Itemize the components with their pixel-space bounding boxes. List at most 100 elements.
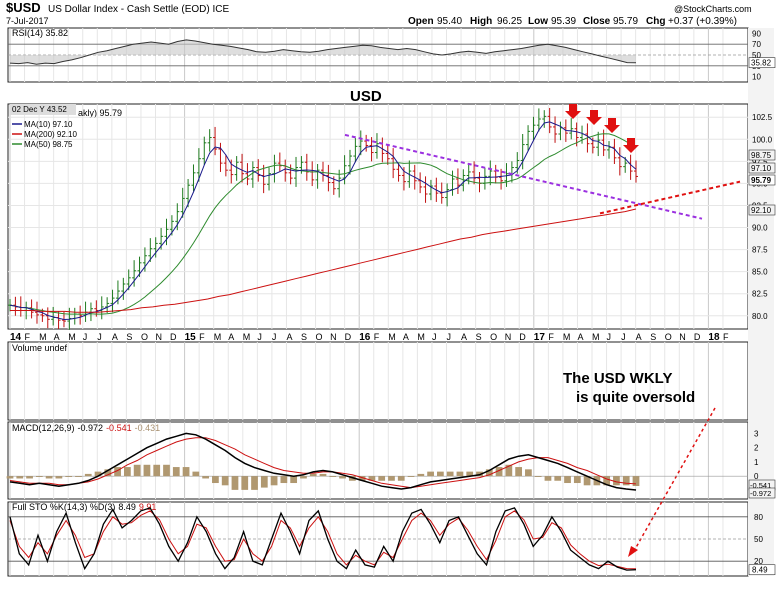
x-tick-label: J <box>607 332 612 342</box>
macd-hist-bar <box>407 476 415 477</box>
macd-hist-bar <box>348 476 356 481</box>
macd-hist-bar <box>495 467 503 477</box>
low-label: Low <box>528 16 548 27</box>
x-tick-label: S <box>476 332 482 342</box>
rsi-line <box>9 39 637 65</box>
grid-lines <box>9 28 724 576</box>
panel-frames <box>7 27 774 577</box>
x-tick-label: 15 <box>185 332 197 343</box>
x-tick-label: J <box>432 332 437 342</box>
x-tick-label: M <box>68 332 76 342</box>
x-tick-label: A <box>636 332 642 342</box>
sto-tick-label: 80 <box>754 513 763 522</box>
price-tick-label: 80.0 <box>752 312 768 321</box>
x-tick-label: S <box>650 332 656 342</box>
price-right-box <box>748 204 776 216</box>
x-tick-label: A <box>403 332 409 342</box>
macd-hist-bar <box>573 476 581 484</box>
macd-hist-bar <box>260 476 268 488</box>
x-tick-label: D <box>170 332 177 342</box>
sto-name: Full STO %K(14,3) %D(3) <box>12 502 115 512</box>
x-tick-label: J <box>83 332 88 342</box>
x-tick-label: M <box>417 332 425 342</box>
price-right-box <box>748 162 776 174</box>
rsi-tick-label: 90 <box>752 29 761 38</box>
macd-hist-value: -0.431 <box>135 423 161 433</box>
macd-hist-bar <box>143 464 151 477</box>
x-tick-label: J <box>97 332 102 342</box>
down-arrow-icon <box>586 110 602 125</box>
macd-hist-bar <box>358 476 366 481</box>
x-tick-label: F <box>199 332 205 342</box>
x-tick-label: N <box>330 332 337 342</box>
panel-frame-vol <box>7 341 749 421</box>
macd-hist-bar <box>534 476 542 477</box>
macd-hist-bar <box>388 476 395 481</box>
macd-hist-bar <box>251 476 258 490</box>
chart-date: 7-Jul-2017 <box>6 16 49 26</box>
macd-hist-bar <box>476 471 483 477</box>
price-legend: akly) 95.79 <box>78 108 122 118</box>
rsi-tick-label: 10 <box>752 73 761 82</box>
annotation-line-2: is quite oversold <box>576 389 695 406</box>
chg-label: Chg <box>646 16 665 27</box>
macd-hist-bar <box>55 476 63 479</box>
x-tick-label: D <box>694 332 701 342</box>
ma50-legend: MA(50) 98.75 <box>24 140 73 149</box>
macd-hist-bar <box>241 476 249 490</box>
x-tick-label: S <box>126 332 132 342</box>
macd-hist-bar <box>437 471 444 477</box>
price-right-box <box>748 149 776 161</box>
macd-hist-bar <box>456 471 464 477</box>
annotation-arrow-head <box>628 546 638 557</box>
x-tick-label: N <box>156 332 163 342</box>
close-value: 95.79 <box>613 16 638 27</box>
macd-hist-bar <box>378 476 386 481</box>
x-tick-label: J <box>621 332 626 342</box>
macd-hist-bar <box>554 476 562 481</box>
macd-hist-bar <box>182 467 190 477</box>
price-tick-label: 87.5 <box>752 246 768 255</box>
macd-legend: MACD(12,26,9) -0.972 -0.541 -0.431 <box>12 423 160 433</box>
price-right-label: 97.10 <box>751 164 772 173</box>
downtrend-line <box>344 133 703 220</box>
high-label: High <box>470 16 492 27</box>
symbol-name: US Dollar Index - Cash Settle (EOD) ICE <box>48 4 229 15</box>
price-tick-label: 82.5 <box>752 290 768 299</box>
x-tick-label: M <box>563 332 571 342</box>
chg-value: +0.37 (+0.39%) <box>668 16 737 27</box>
x-tick-label: F <box>374 332 380 342</box>
x-tick-label: A <box>461 332 467 342</box>
x-tick-label: D <box>345 332 352 342</box>
x-tick-label: 16 <box>359 332 371 343</box>
macd-right-label: -0.972 <box>750 489 771 498</box>
x-tick-label: D <box>519 332 526 342</box>
macd-hist-bar <box>202 476 209 479</box>
macd-hist-bar <box>114 467 121 477</box>
x-tick-label: O <box>490 332 497 342</box>
macd-hist-bar <box>94 471 102 477</box>
macd-tick-label: 0 <box>754 472 759 481</box>
macd-hist-bar <box>525 469 532 477</box>
tooltip-box <box>10 104 76 115</box>
x-tick-label: O <box>316 332 323 342</box>
down-arrow-icon <box>565 104 581 119</box>
x-tick-label: A <box>577 332 583 342</box>
price-tick-label: 102.5 <box>752 113 773 122</box>
chart-header: $USD US Dollar Index - Cash Settle (EOD)… <box>6 0 752 27</box>
price-tooltip: 02 Dec Y 43.52 <box>12 105 67 114</box>
macd-hist-bar <box>613 476 620 486</box>
sto-k-value: 8.49 <box>118 502 136 512</box>
ma-legend: MA(10) 97.10 MA(200) 92.10 MA(50) 98.75 <box>12 120 77 149</box>
symbol: $USD <box>6 0 41 15</box>
x-tick-label: J <box>257 332 262 342</box>
panel-frame-price <box>7 103 749 330</box>
rsi-last-label: 35.82 <box>751 59 772 68</box>
x-tick-label: J <box>272 332 277 342</box>
macd-hist-bar <box>35 476 43 477</box>
x-tick-label: F <box>548 332 554 342</box>
price-right-label: 98.75 <box>751 151 772 160</box>
sto-tick-label: 50 <box>754 535 763 544</box>
price-panel: 02 Dec Y 43.52 akly) 95.79 USD MA(10) 97… <box>8 88 776 330</box>
ma10-legend: MA(10) 97.10 <box>24 120 73 129</box>
